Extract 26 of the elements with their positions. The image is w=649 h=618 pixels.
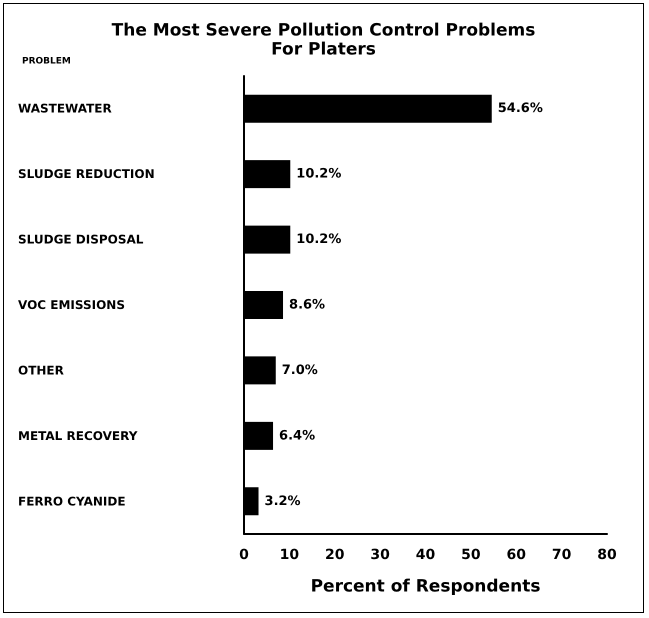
x-tick-label: 70 xyxy=(552,547,572,563)
data-label: 7.0% xyxy=(282,362,318,378)
y-tick-label: SLUDGE DISPOSAL xyxy=(18,232,144,247)
x-tick-label: 20 xyxy=(325,547,345,563)
y-tick-label: WASTEWATER xyxy=(18,102,112,116)
y-axis-title: PROBLEM xyxy=(22,56,71,66)
x-axis-title: Percent of Respondents xyxy=(310,576,540,596)
data-label: 10.2% xyxy=(296,166,342,182)
data-label: 8.6% xyxy=(289,298,326,312)
x-tick-label: 50 xyxy=(461,547,481,563)
y-tick-label: SLUDGE REDUCTION xyxy=(18,167,155,182)
x-tick-label: 40 xyxy=(416,547,436,563)
y-tick-label: METAL RECOVERY xyxy=(18,428,138,443)
y-tick-label: OTHER xyxy=(18,363,64,378)
y-tick-label: VOC EMISSIONS xyxy=(18,298,125,312)
x-tick-label: 30 xyxy=(370,547,390,563)
x-tick-label: 0 xyxy=(239,547,250,563)
x-tick-label: 10 xyxy=(280,547,300,563)
data-label: 54.6% xyxy=(498,101,543,116)
x-tick-label: 80 xyxy=(597,547,617,563)
data-label: 6.4% xyxy=(279,428,316,444)
x-tick-label: 60 xyxy=(506,547,526,563)
data-label: 10.2% xyxy=(296,232,342,248)
y-tick-label: FERRO CYANIDE xyxy=(18,494,126,508)
data-label: 3.2% xyxy=(264,494,301,509)
chart-title: The Most Severe Pollution Control Problems For Platers xyxy=(112,20,536,60)
